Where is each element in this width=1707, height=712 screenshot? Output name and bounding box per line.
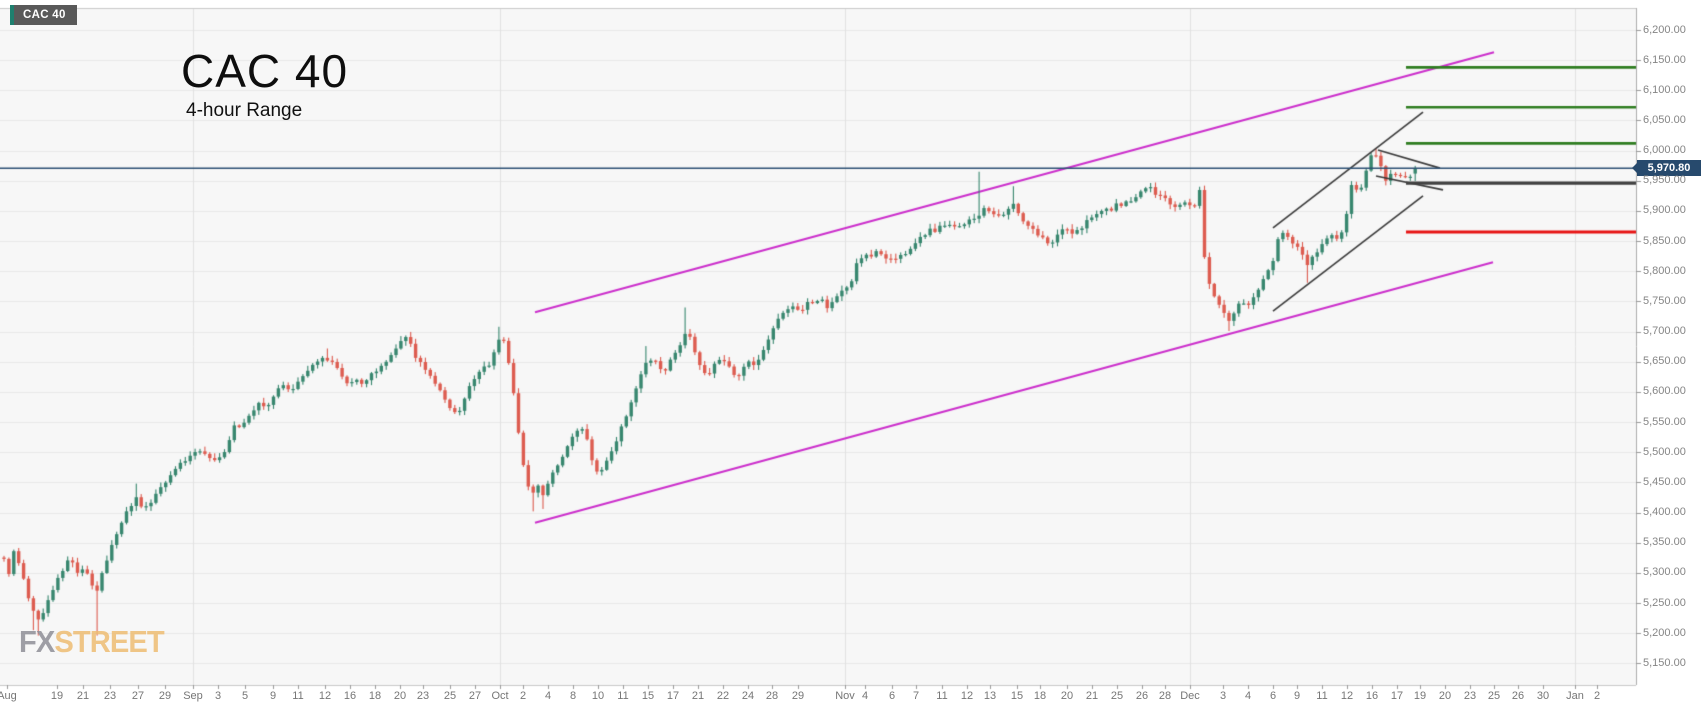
x-axis-label: Jan: [1566, 690, 1584, 702]
x-axis-label: Dec: [1180, 690, 1200, 702]
x-axis-label: Aug: [0, 690, 17, 702]
x-axis-label: 29: [158, 690, 172, 702]
x-axis-label: 11: [936, 690, 948, 702]
y-axis-label: 5,600.00: [1643, 385, 1686, 398]
y-axis-label: 5,500.00: [1643, 445, 1686, 458]
x-axis-label: 16: [1365, 690, 1379, 702]
x-axis-label: 12: [960, 690, 974, 702]
x-axis-label: 22: [716, 690, 730, 702]
x-axis-label: 25: [443, 690, 457, 702]
x-axis-label: 10: [591, 690, 605, 702]
x-axis-label: 3: [1219, 690, 1227, 702]
y-axis-label: 5,850.00: [1643, 234, 1686, 247]
x-axis-label: 19: [1413, 690, 1427, 702]
x-axis-label: 18: [368, 690, 382, 702]
x-axis-label: 4: [861, 690, 869, 702]
x-axis-label: 2: [1593, 690, 1601, 702]
x-axis-label: 7: [912, 690, 920, 702]
x-axis-label: 27: [131, 690, 145, 702]
x-axis-label: 20: [393, 690, 407, 702]
x-axis-label: 11: [617, 690, 629, 702]
x-axis-label: 15: [641, 690, 655, 702]
x-axis-label: 6: [888, 690, 896, 702]
y-axis-label: 6,050.00: [1643, 113, 1686, 126]
fxstreet-watermark: FXSTREET: [19, 624, 165, 660]
y-axis-label: 5,700.00: [1643, 325, 1686, 338]
y-axis-label: 6,000.00: [1643, 144, 1686, 157]
x-axis-label: 16: [343, 690, 357, 702]
y-axis-label: 5,550.00: [1643, 415, 1686, 428]
x-axis-label: 24: [741, 690, 755, 702]
x-axis-label: Sep: [183, 690, 203, 702]
x-axis-label: 23: [1463, 690, 1477, 702]
watermark-street: STREET: [54, 624, 164, 659]
x-axis-label: 28: [765, 690, 779, 702]
current-price-badge: 5,970.80: [1632, 160, 1701, 177]
x-axis-label: 8: [569, 690, 577, 702]
symbol-badge[interactable]: CAC 40: [10, 5, 77, 25]
symbol-accent-bar: [10, 5, 14, 25]
x-axis-label: 11: [292, 690, 304, 702]
x-axis-label: Oct: [491, 690, 509, 702]
x-axis-label: 25: [1487, 690, 1501, 702]
x-axis-label: 30: [1536, 690, 1550, 702]
y-axis-label: 5,450.00: [1643, 475, 1686, 488]
x-axis-label: 21: [76, 690, 90, 702]
x-axis-label: 5: [241, 690, 249, 702]
symbol-badge-label: CAC 40: [23, 9, 66, 21]
x-axis-label: 6: [1269, 690, 1277, 702]
x-axis-label: 12: [1340, 690, 1354, 702]
y-axis-label: 5,400.00: [1643, 506, 1686, 519]
y-axis-label: 5,300.00: [1643, 566, 1686, 579]
y-axis-label: 5,750.00: [1643, 294, 1686, 307]
x-axis-label: 13: [983, 690, 997, 702]
x-axis-label: 28: [1158, 690, 1172, 702]
x-axis-label: Nov: [835, 690, 855, 702]
x-axis-label: 9: [1293, 690, 1301, 702]
y-axis-label: 6,150.00: [1643, 53, 1686, 66]
x-axis-label: 19: [50, 690, 64, 702]
x-axis-label: 20: [1060, 690, 1074, 702]
x-axis-label: 26: [1135, 690, 1149, 702]
x-axis-label: 12: [318, 690, 332, 702]
x-axis-label: 3: [214, 690, 222, 702]
x-axis-label: 23: [103, 690, 117, 702]
y-axis-label: 5,200.00: [1643, 626, 1686, 639]
watermark-fx: FX: [19, 624, 55, 659]
x-axis-label: 17: [666, 690, 680, 702]
y-axis-label: 5,800.00: [1643, 264, 1686, 277]
x-axis-label: 17: [1390, 690, 1404, 702]
x-axis-label: 21: [1085, 690, 1099, 702]
x-axis-label: 11: [1316, 690, 1328, 702]
x-axis-label: 25: [1110, 690, 1124, 702]
x-axis-label: 29: [791, 690, 805, 702]
x-axis-label: 26: [1511, 690, 1525, 702]
page-subtitle: 4-hour Range: [186, 100, 303, 121]
x-axis-label: 18: [1033, 690, 1047, 702]
y-axis-label: 5,350.00: [1643, 536, 1686, 549]
x-axis-label: 9: [269, 690, 277, 702]
y-axis-label: 5,950.00: [1643, 174, 1686, 187]
y-axis-label: 5,150.00: [1643, 656, 1686, 669]
x-axis-label: 4: [544, 690, 552, 702]
page-title: CAC 40: [181, 45, 349, 97]
x-axis-label: 23: [416, 690, 430, 702]
x-axis-label: 20: [1438, 690, 1452, 702]
x-axis-label: 2: [519, 690, 527, 702]
x-axis-label: 27: [468, 690, 482, 702]
x-axis-label: 15: [1010, 690, 1024, 702]
x-axis-label: 4: [1244, 690, 1252, 702]
y-axis-label: 5,650.00: [1643, 355, 1686, 368]
y-axis-label: 6,200.00: [1643, 23, 1686, 36]
x-axis-label: 21: [691, 690, 705, 702]
y-axis-label: 6,100.00: [1643, 83, 1686, 96]
y-axis-label: 5,250.00: [1643, 596, 1686, 609]
y-axis-label: 5,900.00: [1643, 204, 1686, 217]
